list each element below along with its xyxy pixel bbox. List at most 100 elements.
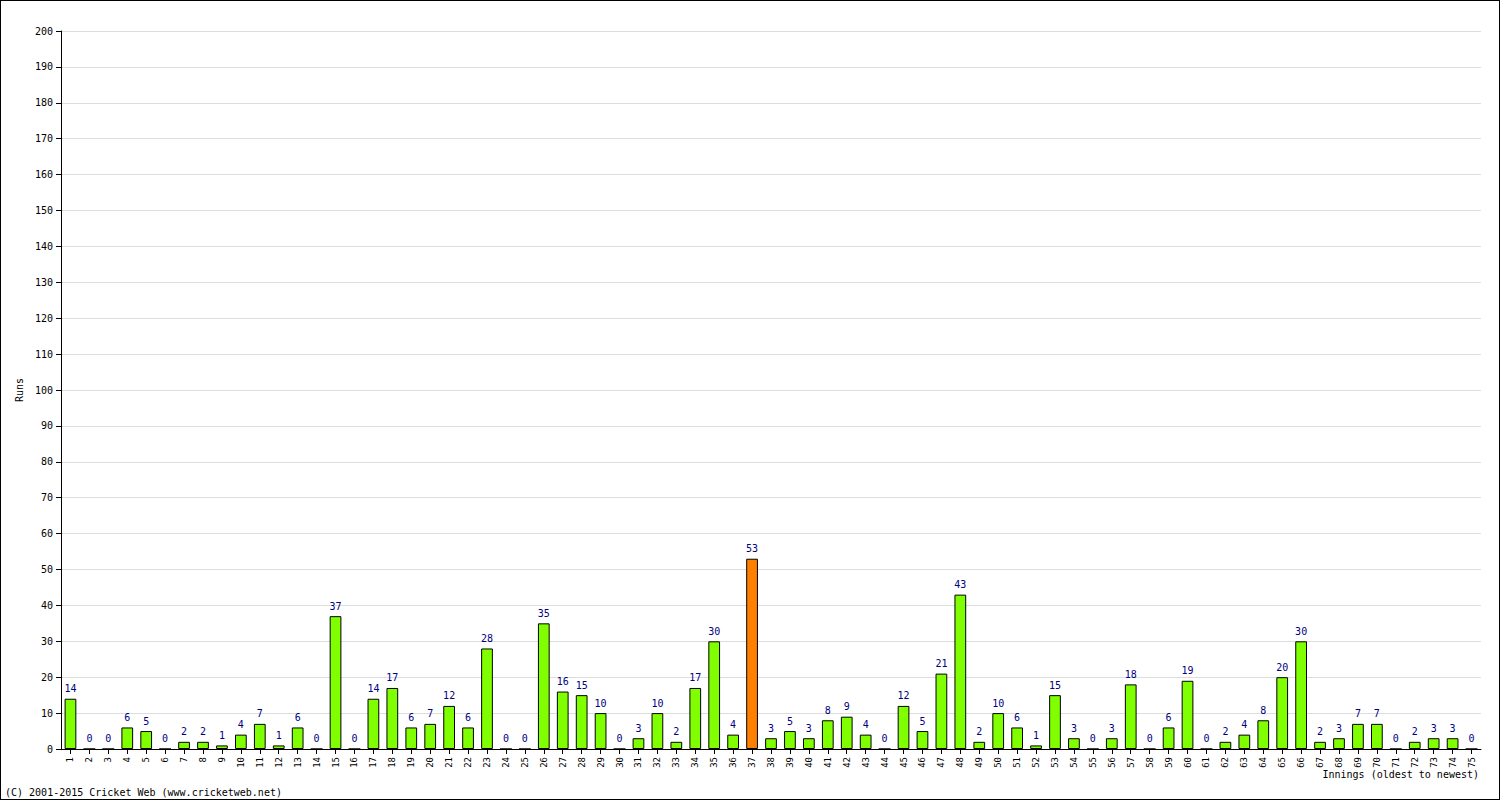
svg-text:56: 56 xyxy=(1107,757,1117,768)
svg-text:10: 10 xyxy=(595,698,607,709)
svg-text:35: 35 xyxy=(538,608,550,619)
svg-text:170: 170 xyxy=(35,133,53,144)
svg-text:0: 0 xyxy=(1393,733,1399,744)
svg-text:18: 18 xyxy=(1125,669,1137,680)
svg-text:63: 63 xyxy=(1239,757,1249,768)
svg-text:74: 74 xyxy=(1448,757,1458,768)
svg-text:1: 1 xyxy=(219,730,225,741)
svg-text:2: 2 xyxy=(1222,726,1228,737)
svg-text:0: 0 xyxy=(522,733,528,744)
svg-text:6: 6 xyxy=(295,712,301,723)
svg-text:43: 43 xyxy=(954,579,966,590)
svg-text:2: 2 xyxy=(84,757,94,762)
svg-text:6: 6 xyxy=(1014,712,1020,723)
svg-text:90: 90 xyxy=(41,420,53,431)
svg-text:12: 12 xyxy=(898,690,910,701)
svg-text:2: 2 xyxy=(976,726,982,737)
svg-text:68: 68 xyxy=(1334,757,1344,768)
svg-text:19: 19 xyxy=(1182,665,1194,676)
svg-text:200: 200 xyxy=(35,26,53,37)
svg-text:40: 40 xyxy=(41,600,53,611)
svg-text:4: 4 xyxy=(122,757,132,762)
svg-text:40: 40 xyxy=(804,757,814,768)
svg-text:57: 57 xyxy=(1126,757,1136,768)
svg-text:3: 3 xyxy=(806,723,812,734)
svg-text:47: 47 xyxy=(936,757,946,768)
svg-text:61: 61 xyxy=(1201,757,1211,768)
svg-text:53: 53 xyxy=(746,543,758,554)
svg-text:18: 18 xyxy=(387,757,397,768)
svg-text:140: 140 xyxy=(35,241,53,252)
svg-text:3: 3 xyxy=(1431,723,1437,734)
svg-text:7: 7 xyxy=(1374,708,1380,719)
svg-text:0: 0 xyxy=(617,733,623,744)
svg-text:69: 69 xyxy=(1353,757,1363,768)
svg-text:16: 16 xyxy=(349,757,359,768)
svg-text:51: 51 xyxy=(1012,757,1022,768)
svg-text:7: 7 xyxy=(1355,708,1361,719)
svg-text:20: 20 xyxy=(1276,662,1288,673)
svg-text:4: 4 xyxy=(238,719,244,730)
svg-text:100: 100 xyxy=(35,385,53,396)
svg-text:43: 43 xyxy=(861,757,871,768)
svg-text:2: 2 xyxy=(1412,726,1418,737)
svg-text:9: 9 xyxy=(217,757,227,762)
svg-text:Innings (oldest to newest): Innings (oldest to newest) xyxy=(1322,769,1479,780)
svg-text:0: 0 xyxy=(882,733,888,744)
svg-text:2: 2 xyxy=(181,726,187,737)
svg-text:55: 55 xyxy=(1088,757,1098,768)
svg-text:66: 66 xyxy=(1296,757,1306,768)
svg-text:1: 1 xyxy=(276,730,282,741)
svg-text:54: 54 xyxy=(1069,757,1079,768)
svg-text:9: 9 xyxy=(844,701,850,712)
svg-text:2: 2 xyxy=(200,726,206,737)
svg-text:6: 6 xyxy=(160,757,170,762)
svg-text:30: 30 xyxy=(1295,626,1307,637)
svg-text:44: 44 xyxy=(880,757,890,768)
svg-text:14: 14 xyxy=(64,683,76,694)
svg-text:120: 120 xyxy=(35,313,53,324)
svg-text:3: 3 xyxy=(768,723,774,734)
svg-text:41: 41 xyxy=(823,757,833,768)
svg-text:37: 37 xyxy=(747,757,757,768)
svg-text:17: 17 xyxy=(368,757,378,768)
svg-text:6: 6 xyxy=(124,712,130,723)
svg-text:0: 0 xyxy=(503,733,509,744)
svg-text:2: 2 xyxy=(1317,726,1323,737)
svg-text:30: 30 xyxy=(708,626,720,637)
svg-text:4: 4 xyxy=(730,719,736,730)
svg-text:10: 10 xyxy=(651,698,663,709)
svg-text:7: 7 xyxy=(179,757,189,762)
svg-text:12: 12 xyxy=(443,690,455,701)
svg-text:42: 42 xyxy=(842,757,852,768)
svg-text:11: 11 xyxy=(255,757,265,768)
svg-text:72: 72 xyxy=(1410,757,1420,768)
svg-text:34: 34 xyxy=(690,757,700,768)
svg-text:4: 4 xyxy=(1241,719,1247,730)
svg-text:0: 0 xyxy=(1469,733,1475,744)
svg-text:30: 30 xyxy=(615,757,625,768)
svg-text:23: 23 xyxy=(482,757,492,768)
svg-text:67: 67 xyxy=(1315,757,1325,768)
svg-text:0: 0 xyxy=(314,733,320,744)
svg-text:71: 71 xyxy=(1391,757,1401,768)
svg-text:160: 160 xyxy=(35,169,53,180)
svg-text:0: 0 xyxy=(86,733,92,744)
svg-text:12: 12 xyxy=(274,757,284,768)
svg-text:73: 73 xyxy=(1429,757,1439,768)
svg-text:49: 49 xyxy=(974,757,984,768)
svg-text:(C) 2001-2015 Cricket Web (www: (C) 2001-2015 Cricket Web (www.cricketwe… xyxy=(5,787,282,798)
svg-text:8: 8 xyxy=(198,757,208,762)
svg-text:37: 37 xyxy=(330,601,342,612)
svg-text:3: 3 xyxy=(635,723,641,734)
svg-text:5: 5 xyxy=(919,716,925,727)
svg-text:5: 5 xyxy=(143,716,149,727)
svg-text:75: 75 xyxy=(1467,757,1477,768)
svg-text:17: 17 xyxy=(386,672,398,683)
svg-text:180: 180 xyxy=(35,97,53,108)
svg-text:32: 32 xyxy=(652,757,662,768)
svg-text:22: 22 xyxy=(463,757,473,768)
svg-text:80: 80 xyxy=(41,456,53,467)
svg-text:1: 1 xyxy=(65,757,75,762)
svg-text:3: 3 xyxy=(1450,723,1456,734)
